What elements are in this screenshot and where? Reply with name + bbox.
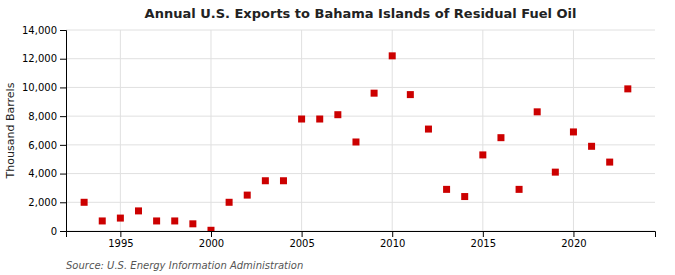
tick-mark [60, 116, 66, 117]
point [479, 151, 486, 158]
tick: 2,000 [28, 197, 66, 208]
tick-label: 12,000 [22, 53, 57, 64]
point [316, 116, 323, 123]
tick: 4,000 [28, 168, 66, 179]
point [352, 138, 359, 145]
point [81, 199, 88, 206]
grid-line [66, 144, 655, 145]
grid-line [66, 116, 655, 117]
point [371, 90, 378, 97]
tick: 14,000 [22, 25, 66, 36]
grid-line [301, 30, 302, 231]
point [588, 143, 595, 150]
source: Source: U.S. Energy Information Administ… [66, 260, 303, 271]
grid-line [66, 30, 655, 31]
tick-mark [60, 30, 66, 31]
point [226, 199, 233, 206]
point [189, 220, 196, 227]
point [407, 91, 414, 98]
grid-line [66, 173, 655, 174]
point [516, 186, 523, 193]
tick-mark [60, 59, 66, 60]
tick-label: 8,000 [28, 111, 57, 122]
tick-label: 2,000 [28, 197, 57, 208]
point [425, 126, 432, 133]
y-axis: 0 2,000 4,000 6,000 8,000 10,000 12,000 14,000 [22, 25, 67, 237]
tick-mark [392, 231, 393, 237]
tick-label: 2005 [289, 238, 314, 249]
tick-mark [60, 231, 66, 232]
point [207, 227, 214, 231]
point [153, 217, 160, 224]
tick: 2000 [199, 231, 224, 249]
tick: 10,000 [22, 82, 66, 93]
tick: 12,000 [22, 53, 66, 64]
tick-mark [60, 202, 66, 203]
tick-label: 1995 [108, 238, 133, 249]
tick-label: 10,000 [22, 82, 57, 93]
point [280, 177, 287, 184]
grid-line [66, 202, 655, 203]
grid-line [482, 30, 483, 231]
x-axis: 1995 2000 2005 2010 2015 2020 [67, 231, 656, 249]
tick-mark [120, 231, 121, 237]
points [81, 52, 632, 231]
point [244, 192, 251, 199]
point [171, 217, 178, 224]
point [570, 128, 577, 135]
tick-label: 2000 [199, 238, 224, 249]
tick-label: 2020 [561, 238, 586, 249]
tick: 2020 [561, 231, 586, 249]
tick: 2005 [289, 231, 314, 249]
grid-line [66, 58, 655, 59]
point [534, 108, 541, 115]
tick-label: 2010 [380, 238, 405, 249]
tick-mark [483, 231, 484, 237]
point [135, 207, 142, 214]
tick-label: 0 [51, 226, 57, 237]
tick-mark [302, 231, 303, 237]
point [606, 159, 613, 166]
title: Annual U.S. Exports to Bahama Islands of… [145, 6, 577, 21]
y-axis-title: Thousand Barrels [4, 82, 17, 179]
tick: 0 [51, 226, 66, 237]
tick-label: 2015 [471, 238, 496, 249]
tick-mark [211, 231, 212, 237]
tick: 8,000 [28, 111, 66, 122]
point [298, 116, 305, 123]
point [497, 134, 504, 141]
grid [66, 30, 655, 231]
tick-mark [60, 145, 66, 146]
axis-line [60, 31, 67, 232]
tick-mark [573, 231, 574, 237]
point [334, 111, 341, 118]
tick-mark [60, 174, 66, 175]
plot: 1995 2000 2005 2010 2015 2020 0 2,000 4,000 6,000… [22, 25, 656, 249]
point [262, 177, 269, 184]
tick-label: 4,000 [28, 168, 57, 179]
point [99, 217, 106, 224]
grid-line [210, 30, 211, 231]
tick: 2010 [380, 231, 405, 249]
tick: 1995 [108, 231, 133, 249]
point [443, 186, 450, 193]
point [117, 215, 124, 222]
tick: 6,000 [28, 140, 66, 151]
grid-line [392, 30, 393, 231]
tick-label: 14,000 [22, 25, 57, 36]
grid-line [120, 30, 121, 231]
tick: 2015 [471, 231, 496, 249]
grid-line [66, 87, 655, 88]
point [552, 169, 559, 176]
tick-mark [60, 87, 66, 88]
tick-label: 6,000 [28, 140, 57, 151]
point [624, 85, 631, 92]
axis-line [67, 232, 656, 238]
point [389, 52, 396, 59]
point [461, 193, 468, 200]
chart: 1995 2000 2005 2010 2015 2020 0 2,000 4,000 6,000… [0, 0, 675, 275]
